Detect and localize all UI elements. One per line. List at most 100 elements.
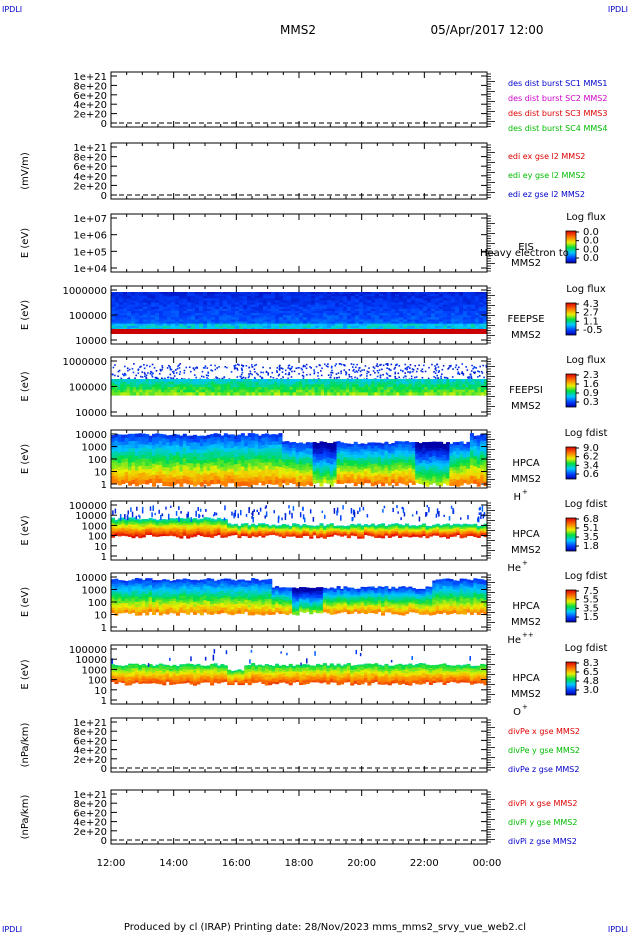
heat-cell — [271, 315, 276, 318]
heat-cell — [320, 370, 322, 372]
heat-cell — [291, 296, 296, 299]
heat-cell — [466, 480, 471, 485]
heat-cell — [295, 452, 300, 457]
heat-cell — [131, 533, 136, 536]
heat-cell — [158, 461, 163, 466]
heat-cell — [401, 370, 404, 373]
heat-cell — [167, 298, 172, 302]
heat-cell — [286, 392, 291, 396]
heat-cell — [443, 306, 448, 310]
heat-cell — [139, 323, 144, 327]
heat-cell — [347, 313, 352, 316]
heat-cell — [305, 445, 310, 449]
heat-cell — [333, 462, 338, 466]
heat-cell — [251, 323, 256, 327]
heat-cell — [359, 294, 364, 297]
heat-cell — [475, 321, 480, 325]
heat-cell — [163, 319, 168, 323]
heat-cell — [422, 477, 427, 482]
heat-cell — [315, 365, 318, 368]
heat-cell — [427, 292, 432, 295]
heat-cell — [343, 323, 348, 327]
heat-cell — [398, 447, 403, 451]
heat-cell — [162, 470, 167, 476]
heat-cell — [411, 460, 416, 464]
heat-cell — [173, 375, 176, 377]
heat-cell — [268, 451, 273, 457]
heat-cell — [391, 294, 396, 297]
heat-cell — [183, 294, 188, 297]
heat-cell — [205, 392, 209, 396]
heat-cell — [128, 520, 133, 523]
heat-cell — [377, 465, 382, 470]
heat-cell — [145, 458, 150, 464]
heat-cell — [435, 325, 440, 329]
heat-cell — [163, 321, 168, 325]
heat-cell — [461, 371, 464, 373]
heat-cell — [483, 466, 488, 472]
heat-cell — [339, 306, 344, 310]
heat-cell — [459, 302, 464, 306]
heat-cell — [206, 463, 211, 469]
heat-cell — [131, 528, 136, 532]
heat-cell — [199, 315, 204, 318]
heat-cell — [244, 463, 249, 469]
heat-cell — [257, 458, 262, 463]
heat-cell — [350, 443, 355, 448]
heat-cell — [463, 321, 468, 325]
heat-cell — [283, 292, 288, 295]
heat-cell — [186, 473, 191, 478]
heat-cell — [165, 474, 170, 479]
heat-cell — [335, 315, 340, 318]
heat-cell — [287, 325, 292, 329]
heat-cell — [111, 530, 116, 533]
heat-cell — [391, 321, 396, 325]
heat-cell — [131, 296, 136, 299]
heat-cell — [203, 304, 208, 308]
heat-cell — [163, 308, 168, 312]
heat-cell — [299, 448, 304, 453]
heat-cell — [259, 306, 264, 310]
heat-cell — [128, 518, 133, 521]
heat-cell — [331, 317, 336, 321]
heat-cell — [183, 311, 188, 314]
heat-cell — [407, 298, 412, 302]
heat-cell — [480, 379, 485, 383]
heat-cell — [355, 306, 360, 310]
heat-cell — [111, 389, 115, 393]
heat-cell — [151, 306, 156, 310]
heat-cell — [333, 441, 338, 446]
heat-cell — [305, 379, 309, 383]
heat-cell — [124, 472, 129, 477]
heat-cell — [474, 387, 479, 391]
heat-cell — [402, 389, 407, 393]
heat-cell — [346, 384, 350, 388]
heat-cell — [243, 306, 248, 310]
heat-cell — [165, 481, 170, 487]
heat-cell — [446, 384, 450, 388]
heat-cell — [357, 471, 362, 476]
y-tick-label: 1e+07 — [73, 214, 107, 225]
heat-cell — [447, 319, 452, 323]
heat-cell — [427, 296, 432, 299]
heat-cell — [124, 528, 129, 531]
heat-cell — [391, 471, 396, 475]
heat-cell — [141, 461, 146, 467]
heat-cell — [143, 317, 148, 321]
heat-cell — [131, 325, 136, 329]
heat-cell — [186, 445, 191, 451]
heat-cell — [449, 392, 454, 396]
heat-cell — [323, 304, 328, 308]
heat-cell — [404, 472, 409, 477]
heat-cell — [215, 323, 220, 327]
heat-cell — [179, 449, 184, 455]
heat-cell — [360, 458, 365, 462]
heat-cell — [309, 448, 314, 453]
heat-cell — [128, 452, 133, 457]
heat-cell — [134, 528, 139, 531]
heat-cell — [124, 441, 129, 446]
heat-cell — [391, 445, 396, 450]
heat-cell — [285, 447, 290, 452]
heat-cell — [452, 451, 457, 456]
heat-cell — [244, 470, 249, 476]
